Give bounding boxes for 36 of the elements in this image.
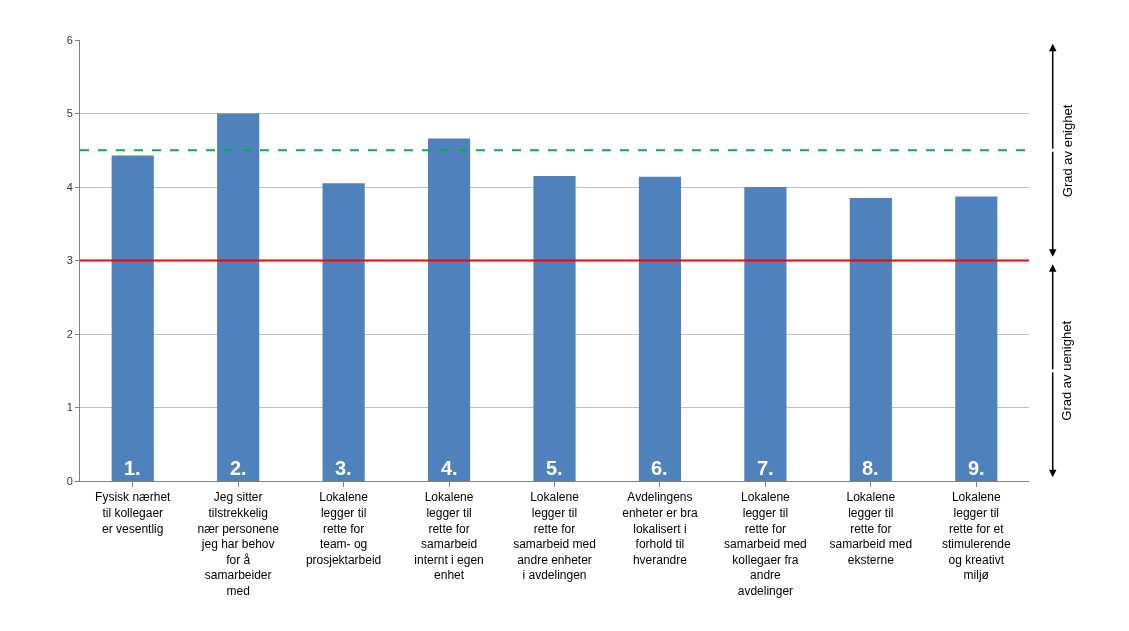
text: Grad av uenighet bbox=[1059, 320, 1075, 421]
x-tick-label: Lokalene legger til rette for team- og prosjektarbeid bbox=[305, 490, 382, 567]
x-tick-label: Lokalene legger til rette for samarbeid med eksterne bbox=[829, 490, 913, 567]
annotation: 9. bbox=[968, 457, 985, 479]
annotation: 7. bbox=[757, 457, 774, 479]
text: Grad av enighet bbox=[1059, 104, 1075, 198]
x-tick-label: Avdelingens enheter er bra lokalisert i forhold til hverandre bbox=[622, 490, 698, 567]
annotation: 1. bbox=[124, 457, 141, 479]
x-tick-label: Lokalene legger til rette for samarbeid med kollegaer fra andre avdelinger bbox=[724, 490, 807, 598]
x-tick-label: Fysisk nærhet til kollegaer er vesentlig bbox=[95, 490, 172, 536]
y-tick-label: 6 bbox=[66, 33, 73, 46]
y-tick-label: 2 bbox=[66, 327, 73, 340]
bar bbox=[427, 138, 471, 481]
y-tick-label: 1 bbox=[66, 401, 73, 414]
x-tick-label: Lokalene legger til rette for et stimulerende og kreativt miljø bbox=[941, 490, 1011, 583]
bar bbox=[322, 183, 365, 481]
y-tick-label: 3 bbox=[66, 254, 73, 267]
bar bbox=[638, 176, 682, 481]
annotation: 2. bbox=[230, 457, 247, 479]
annotation: 3. bbox=[335, 457, 352, 479]
x-tick-label: Jeg sitter tilstrekkelig nær personene jeg har behov for å samarbeider med bbox=[197, 490, 280, 598]
y-tick-label: 5 bbox=[66, 107, 73, 120]
x-tick-label: Lokalene legger til rette for samarbeid internt i egen enhet bbox=[414, 490, 484, 583]
bar bbox=[955, 196, 998, 481]
annotation: 8. bbox=[862, 457, 879, 479]
annotation: 5. bbox=[546, 457, 563, 479]
bar bbox=[533, 175, 576, 481]
annotation: 4. bbox=[441, 457, 458, 479]
y-tick-label: 0 bbox=[66, 474, 73, 487]
y-tick-label: 4 bbox=[66, 180, 73, 193]
bar bbox=[111, 155, 154, 481]
annotation: 6. bbox=[651, 457, 668, 479]
x-tick-label: Lokalene legger til rette for samarbeid med andre enheter i avdelingen bbox=[513, 490, 596, 583]
bar bbox=[744, 187, 787, 481]
bar bbox=[849, 198, 892, 481]
bar bbox=[217, 113, 260, 481]
